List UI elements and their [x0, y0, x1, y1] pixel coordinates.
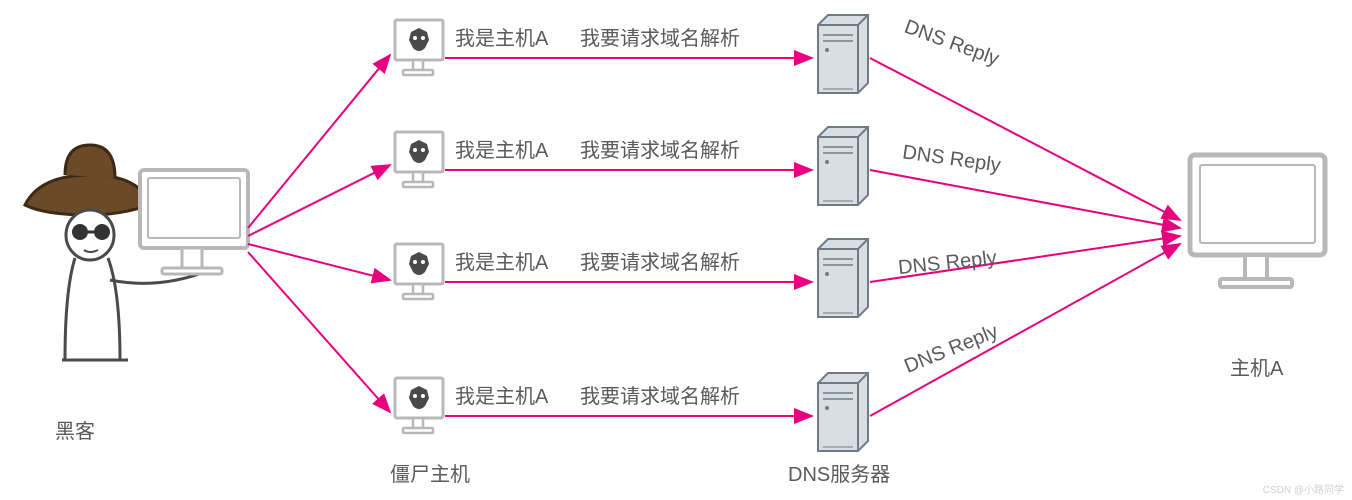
arrows-zombie-to-dns	[445, 58, 812, 416]
request-right-3: 我要请求域名解析	[580, 246, 740, 275]
dns-server-4	[818, 373, 868, 451]
watermark: CSDN @小路同学	[1263, 481, 1344, 496]
zombie-4	[395, 378, 443, 433]
zombie-label: 僵尸主机	[390, 458, 470, 487]
host-a-monitor	[1190, 155, 1325, 287]
dns-server-1	[818, 15, 868, 93]
dns-label: DNS服务器	[788, 458, 890, 487]
hacker-monitor	[140, 170, 248, 274]
request-left-3: 我是主机A	[455, 246, 548, 275]
hacker-label: 黑客	[55, 415, 95, 444]
request-left-2: 我是主机A	[455, 134, 548, 163]
request-right-2: 我要请求域名解析	[580, 134, 740, 163]
zombie-2	[395, 132, 443, 187]
host-a-label: 主机A	[1230, 352, 1283, 381]
dns-server-2	[818, 127, 868, 205]
request-left-4: 我是主机A	[455, 380, 548, 409]
request-right-4: 我要请求域名解析	[580, 380, 740, 409]
request-right-1: 我要请求域名解析	[580, 22, 740, 51]
request-left-1: 我是主机A	[455, 22, 548, 51]
zombie-3	[395, 244, 443, 299]
dns-server-3	[818, 239, 868, 317]
zombie-1	[395, 20, 443, 75]
arrows-hacker-to-zombies	[248, 55, 390, 412]
